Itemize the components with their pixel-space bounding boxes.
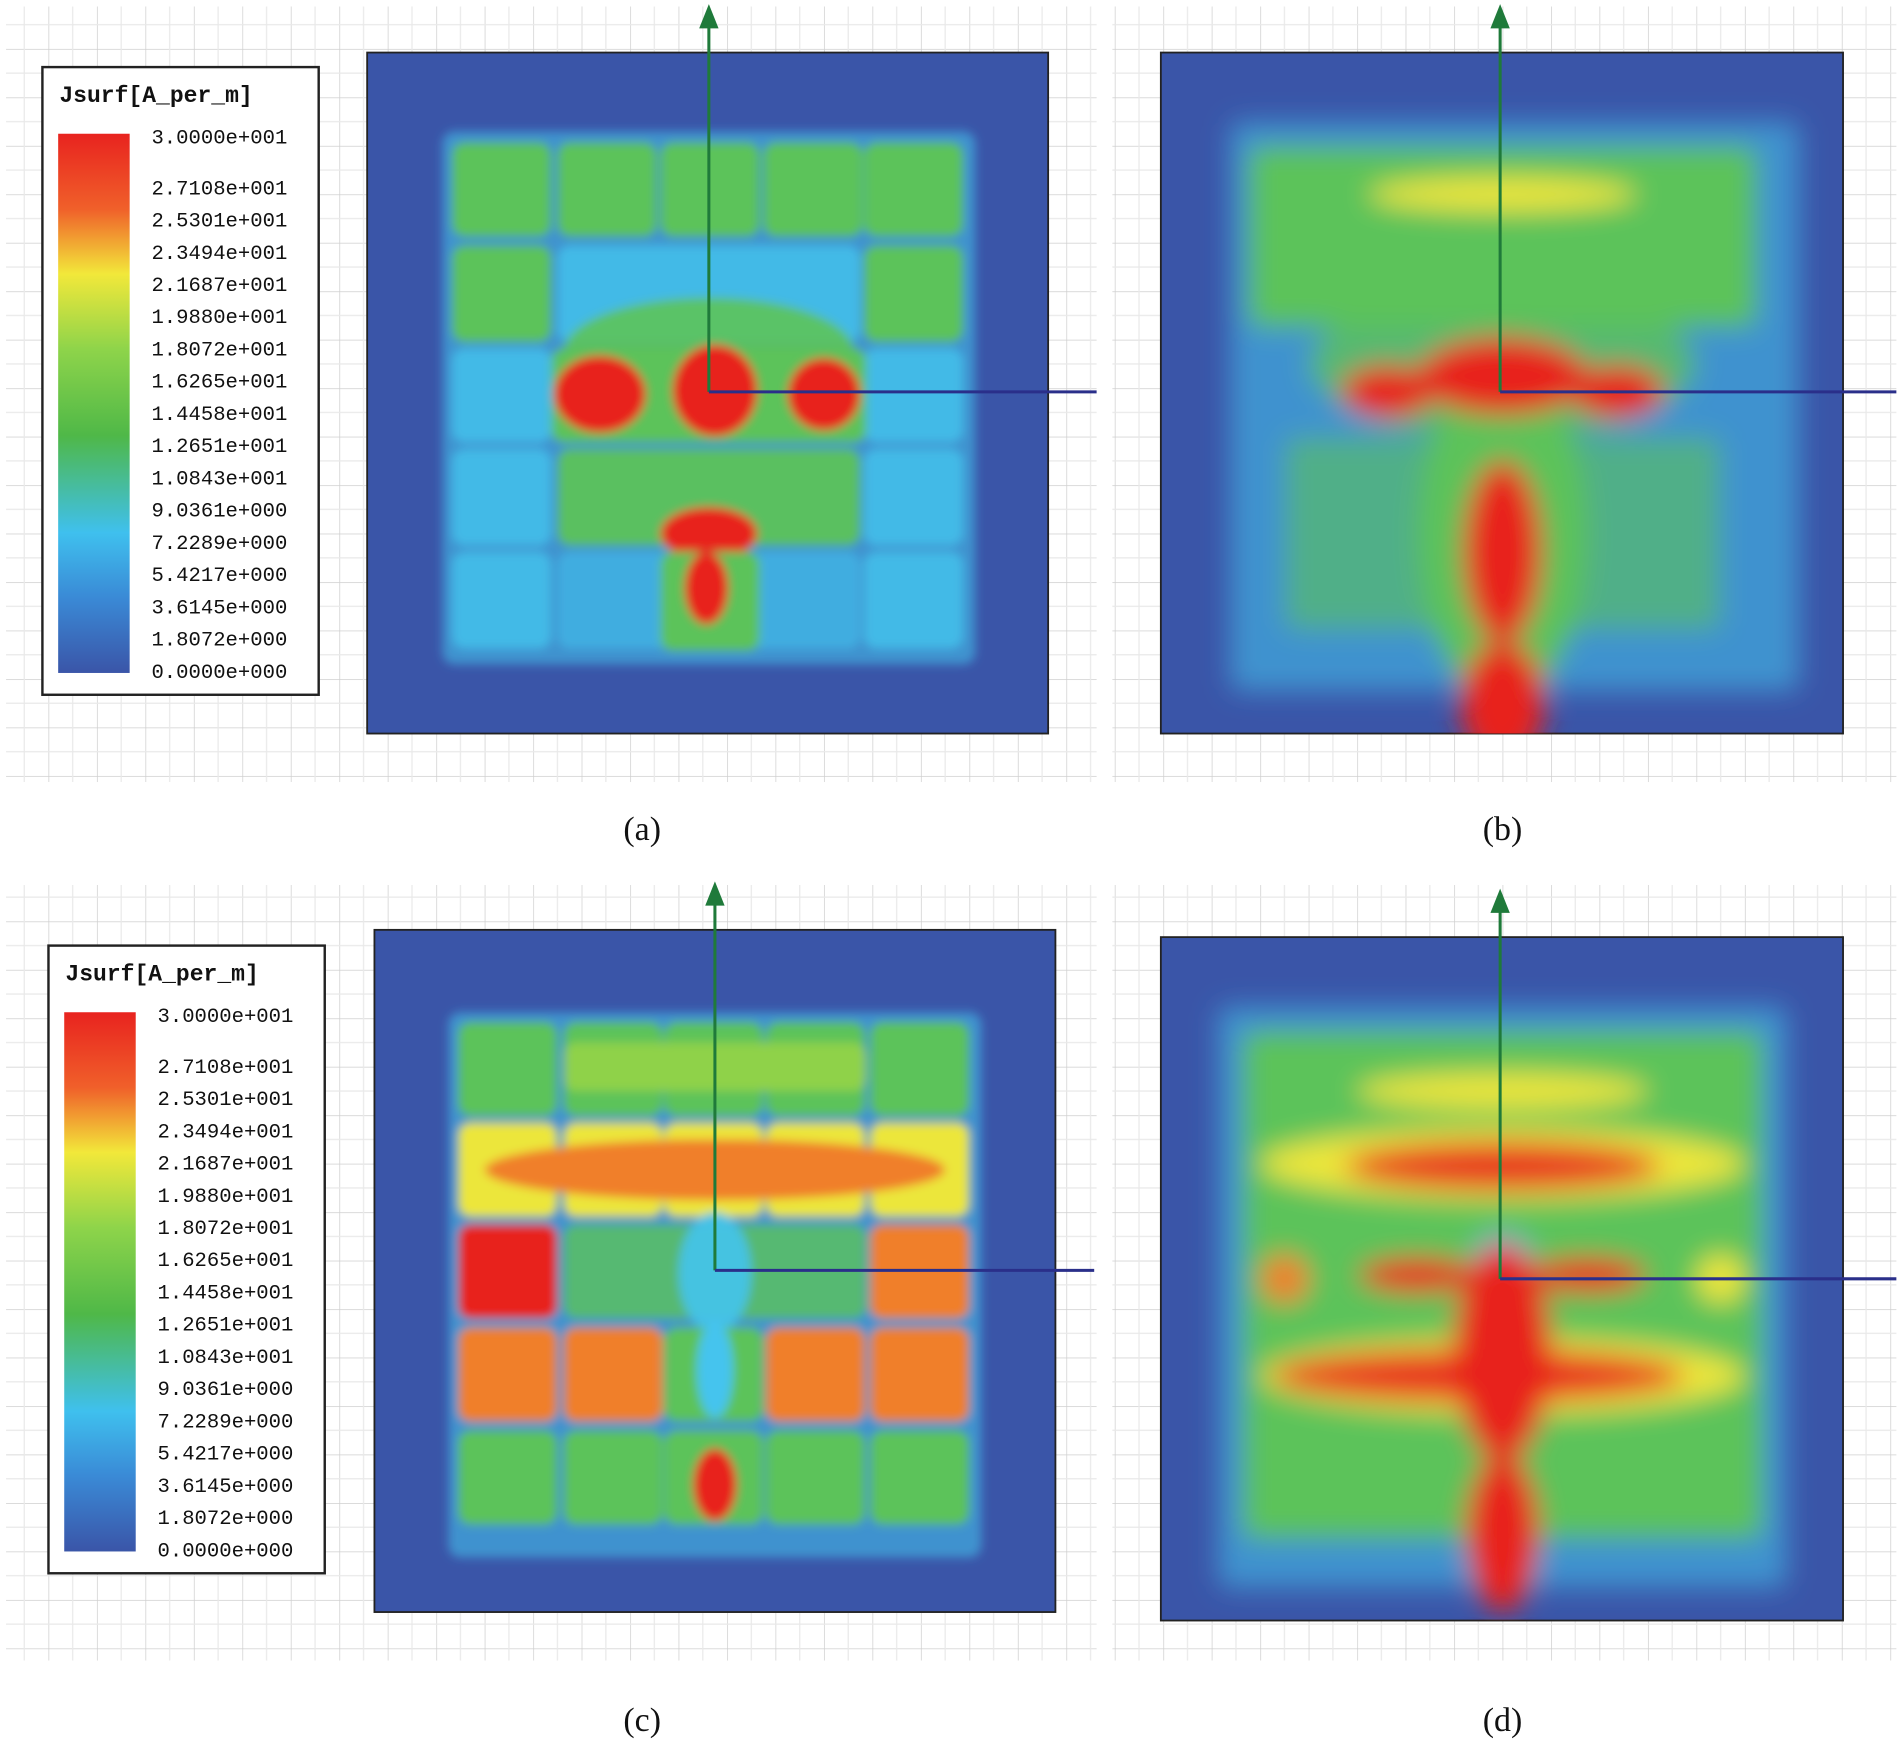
current-region — [1529, 1258, 1646, 1293]
current-region — [870, 1021, 970, 1117]
current-region — [765, 1430, 866, 1525]
current-region — [1357, 1072, 1648, 1110]
current-region — [765, 1327, 866, 1422]
legend-label: 1.9880e+001 — [158, 1186, 294, 1209]
current-region — [458, 1224, 558, 1319]
current-map-blur — [448, 1012, 982, 1558]
y-axis-arrowhead — [705, 881, 725, 906]
legend-label: 1.0843e+001 — [151, 468, 287, 491]
current-region — [458, 1327, 558, 1422]
current-region — [553, 355, 646, 434]
legend-label: 1.6265e+001 — [158, 1250, 294, 1273]
current-region — [563, 1327, 663, 1422]
legend-label: 3.0000e+001 — [151, 127, 287, 150]
current-region — [458, 1021, 558, 1117]
legend-label: 2.7108e+001 — [158, 1057, 294, 1080]
current-region — [787, 357, 861, 431]
current-region — [1359, 1258, 1476, 1293]
current-region — [693, 1448, 737, 1522]
current-region — [1345, 1141, 1661, 1191]
current-region — [1341, 365, 1434, 419]
legend-label: 2.7108e+001 — [151, 178, 287, 201]
current-map-blur — [1229, 121, 1800, 734]
legend-label: 1.2651e+001 — [151, 436, 287, 459]
y-axis-arrowhead — [699, 4, 719, 29]
current-region — [684, 551, 729, 625]
legend-label: 3.0000e+001 — [158, 1006, 294, 1029]
legend-label: 1.8072e+000 — [158, 1508, 294, 1531]
current-region — [870, 1327, 970, 1422]
legend-label: 2.5301e+001 — [158, 1089, 294, 1112]
current-region — [458, 1430, 558, 1525]
caption: (c) — [623, 1702, 661, 1739]
legend-label: 1.8072e+001 — [158, 1218, 294, 1241]
current-region — [863, 142, 964, 237]
current-region — [557, 142, 657, 237]
current-region — [451, 551, 552, 649]
legend-label: 1.2651e+001 — [158, 1315, 294, 1338]
current-region — [1454, 1242, 1552, 1461]
legend-label: 0.0000e+000 — [151, 662, 287, 685]
color-bar — [64, 1012, 136, 1552]
legend-label: 2.3494e+001 — [158, 1121, 294, 1144]
legend-label: 5.4217e+000 — [158, 1444, 294, 1467]
current-region — [557, 448, 861, 546]
current-region — [1369, 177, 1636, 212]
legend-label: 2.1687e+001 — [158, 1154, 294, 1177]
current-region — [863, 348, 964, 443]
current-region — [451, 348, 552, 443]
current-region — [863, 551, 964, 649]
legend-title: Jsurf[A_per_m] — [65, 962, 258, 988]
current-region — [1466, 1454, 1539, 1613]
current-region — [451, 448, 552, 546]
current-region — [863, 448, 964, 546]
legend-label: 0.0000e+000 — [158, 1540, 294, 1563]
current-map — [448, 1012, 982, 1558]
current-region — [863, 245, 964, 343]
legend-label: 1.8072e+001 — [151, 339, 287, 362]
caption: (d) — [1483, 1702, 1523, 1739]
y-axis-arrowhead — [1490, 4, 1510, 29]
current-region — [696, 1321, 734, 1419]
legend-label: 1.6265e+001 — [151, 372, 287, 395]
caption: (a) — [623, 811, 661, 848]
current-region — [678, 1212, 752, 1334]
legend-label: 2.5301e+001 — [151, 211, 287, 234]
legend-label: 3.6145e+000 — [158, 1476, 294, 1499]
current-map — [1217, 1006, 1788, 1613]
current-map — [1229, 121, 1800, 734]
legend-label: 2.3494e+001 — [151, 243, 287, 266]
current-region — [1417, 337, 1588, 415]
current-region — [763, 142, 863, 237]
legend-label: 1.9880e+001 — [151, 307, 287, 330]
legend-label: 3.6145e+000 — [151, 597, 287, 620]
legend-label: 2.1687e+001 — [151, 275, 287, 298]
caption: (b) — [1483, 811, 1523, 848]
current-region — [1460, 642, 1545, 734]
y-axis-arrowhead — [1490, 888, 1510, 913]
current-region — [451, 142, 552, 237]
legend-label: 1.0843e+001 — [158, 1347, 294, 1370]
legend-label: 7.2289e+000 — [151, 533, 287, 556]
color-bar — [58, 133, 130, 673]
legend-label: 1.4458e+001 — [158, 1282, 294, 1305]
current-region — [660, 506, 758, 561]
current-region — [1260, 1254, 1309, 1304]
current-region — [563, 1430, 663, 1525]
legend-title: Jsurf[A_per_m] — [59, 83, 252, 109]
legend-label: 1.8072e+000 — [151, 630, 287, 653]
legend-label: 1.4458e+001 — [151, 404, 287, 427]
current-map-blur — [442, 131, 976, 665]
legend-label: 9.0361e+000 — [151, 501, 287, 524]
current-region — [1463, 460, 1542, 643]
legend-label: 5.4217e+000 — [151, 565, 287, 588]
current-map-blur — [1217, 1006, 1788, 1613]
current-region — [870, 1430, 970, 1525]
legend-label: 9.0361e+000 — [158, 1379, 294, 1402]
current-region — [451, 245, 552, 343]
current-map — [442, 131, 976, 665]
legend-label: 7.2289e+000 — [158, 1411, 294, 1434]
